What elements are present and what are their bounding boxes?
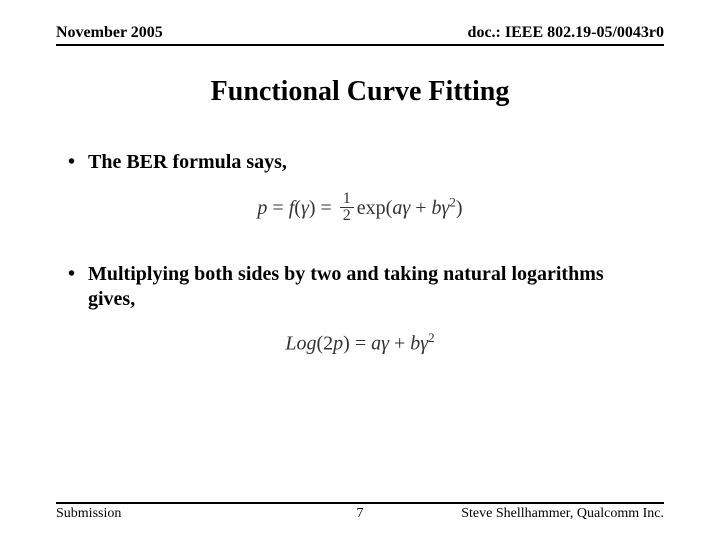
slide-content: • The BER formula says, p = f(γ) = 12exp… — [56, 108, 664, 502]
slide-title: Functional Curve Fitting — [56, 76, 664, 108]
formula-func: Log — [285, 333, 316, 355]
formula-var: p — [333, 333, 343, 355]
formula-numerator: 1 — [340, 191, 354, 207]
formula-op: = — [267, 197, 288, 219]
formula-var: γ — [381, 333, 389, 355]
formula-var: b — [432, 197, 442, 219]
formula-paren: ) — [343, 333, 350, 355]
header-doc-id: doc.: IEEE 802.19-05/0043r0 — [468, 24, 664, 42]
formula-fraction: 12 — [340, 191, 354, 224]
footer-author: Steve Shellhammer, Qualcomm Inc. — [364, 506, 665, 522]
formula-ber: p = f(γ) = 12exp(aγ + bγ2) — [68, 193, 652, 226]
bullet-text: Multiplying both sides by two and taking… — [88, 262, 652, 312]
formula-var: a — [392, 197, 402, 219]
formula-var: γ — [301, 197, 309, 219]
bullet-dot-icon: • — [68, 150, 88, 175]
bullet-text: The BER formula says, — [88, 150, 652, 175]
formula-paren: ) — [309, 197, 316, 219]
slide-header: November 2005 doc.: IEEE 802.19-05/0043r… — [56, 24, 664, 46]
footer-page-number: 7 — [357, 506, 364, 522]
formula-var: a — [371, 333, 381, 355]
formula-log: Log(2p) = aγ + bγ2 — [68, 330, 652, 356]
formula-op: + — [410, 197, 431, 219]
formula-paren: ( — [294, 197, 301, 219]
bullet-item: • Multiplying both sides by two and taki… — [68, 262, 652, 312]
formula-exponent: 2 — [428, 330, 435, 345]
slide-page: November 2005 doc.: IEEE 802.19-05/0043r… — [0, 0, 720, 540]
bullet-item: • The BER formula says, — [68, 150, 652, 175]
header-date: November 2005 — [56, 24, 163, 42]
formula-op: = — [316, 197, 337, 219]
formula-func: exp( — [357, 197, 393, 219]
formula-var: b — [410, 333, 420, 355]
formula-op: = — [350, 333, 371, 355]
slide-footer: Submission 7 Steve Shellhammer, Qualcomm… — [56, 502, 664, 522]
formula-var: p — [257, 197, 267, 219]
bullet-dot-icon: • — [68, 262, 88, 287]
formula-paren: ) — [456, 197, 463, 219]
formula-paren: (2 — [316, 333, 333, 355]
footer-left: Submission — [56, 506, 357, 522]
formula-var: γ — [420, 333, 428, 355]
formula-denominator: 2 — [340, 207, 354, 224]
formula-op: + — [389, 333, 410, 355]
